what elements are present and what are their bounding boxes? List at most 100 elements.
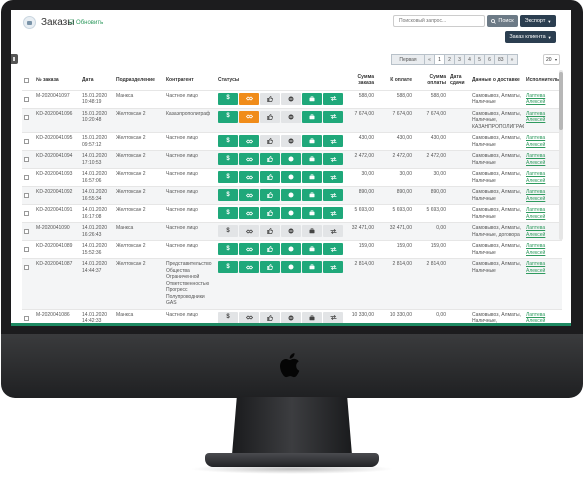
status-toggle-thumb-up[interactable] <box>260 311 280 324</box>
column-header[interactable]: К оплате <box>376 70 414 91</box>
row-checkbox[interactable] <box>24 139 29 144</box>
status-toggle-minus-circle[interactable] <box>281 153 301 165</box>
status-toggle-transfer[interactable] <box>323 311 343 324</box>
status-toggle-transfer[interactable] <box>323 207 343 219</box>
table-row[interactable]: KD-2020041096 15.01.2020 10:20:48 Желтокса… <box>22 108 562 133</box>
status-toggle-thumb-up[interactable] <box>260 225 280 237</box>
row-checkbox[interactable] <box>24 211 29 216</box>
status-toggle-thumb-up[interactable] <box>260 153 280 165</box>
status-toggle-dollar[interactable]: $ <box>218 311 238 324</box>
status-toggle-minus-circle[interactable] <box>281 311 301 324</box>
column-header[interactable]: Контрагент <box>164 70 216 91</box>
first-page-button[interactable]: Первая <box>391 54 425 65</box>
status-toggle-dollar[interactable]: $ <box>218 261 238 273</box>
status-toggle-dollar[interactable]: $ <box>218 135 238 147</box>
status-toggle-minus-circle[interactable] <box>281 110 301 123</box>
row-checkbox[interactable] <box>24 193 29 198</box>
status-toggle-briefcase[interactable] <box>302 171 322 183</box>
status-toggle-handshake[interactable] <box>239 92 259 105</box>
status-toggle-thumb-up[interactable] <box>260 171 280 183</box>
status-toggle-thumb-up[interactable] <box>260 92 280 105</box>
column-header[interactable]: Сумма заказа <box>346 70 376 91</box>
status-toggle-dollar[interactable]: $ <box>218 243 238 255</box>
status-toggle-handshake[interactable] <box>239 225 259 237</box>
status-toggle-dollar[interactable]: $ <box>218 225 238 237</box>
order-client-button[interactable]: Заказ клиента ▼ <box>505 31 556 43</box>
status-toggle-handshake[interactable] <box>239 261 259 273</box>
status-toggle-handshake[interactable] <box>239 207 259 219</box>
executor-link[interactable]: Лаптева Алексей <box>526 110 546 124</box>
next-page-button[interactable]: » <box>506 54 518 65</box>
row-checkbox[interactable] <box>24 247 29 252</box>
executor-link[interactable]: Лаптева Алексей <box>526 311 546 325</box>
column-header[interactable]: Сумма оплаты <box>414 70 448 91</box>
table-scrollbar[interactable] <box>559 70 563 240</box>
executor-link[interactable]: Лаптева Алексей <box>526 225 546 238</box>
table-row[interactable]: M-2020041097 15.01.2020 10:48:19 Манкса Час… <box>22 90 562 109</box>
status-toggle-minus-circle[interactable] <box>281 261 301 273</box>
status-toggle-briefcase[interactable] <box>302 261 322 273</box>
row-checkbox[interactable] <box>24 229 29 234</box>
column-header[interactable]: Дата <box>80 70 114 91</box>
executor-link[interactable]: Лаптева Алексей <box>526 189 546 202</box>
executor-link[interactable]: Лаптева Алексей <box>526 153 546 166</box>
status-toggle-minus-circle[interactable] <box>281 92 301 105</box>
status-toggle-transfer[interactable] <box>323 171 343 183</box>
executor-link[interactable]: Лаптева Алексей <box>526 207 546 220</box>
status-toggle-briefcase[interactable] <box>302 153 322 165</box>
status-toggle-thumb-up[interactable] <box>260 135 280 147</box>
status-toggle-dollar[interactable]: $ <box>218 189 238 201</box>
status-toggle-handshake[interactable] <box>239 243 259 255</box>
column-header[interactable]: Исполнитель <box>524 70 562 91</box>
row-checkbox[interactable] <box>24 157 29 162</box>
status-toggle-handshake[interactable] <box>239 110 259 123</box>
row-checkbox[interactable] <box>24 265 29 270</box>
status-toggle-briefcase[interactable] <box>302 207 322 219</box>
column-header[interactable]: Подразделение <box>114 70 164 91</box>
column-header[interactable]: Статусы <box>216 70 346 91</box>
column-header[interactable]: № заказа <box>34 70 80 91</box>
status-toggle-transfer[interactable] <box>323 243 343 255</box>
table-row[interactable]: M-2020041090 14.01.2020 16:26:43 Манкса Час… <box>22 222 562 241</box>
status-toggle-transfer[interactable] <box>323 135 343 147</box>
status-toggle-dollar[interactable]: $ <box>218 207 238 219</box>
table-row[interactable]: KD-2020041094 14.01.2020 17:10:53 Желтокса… <box>22 150 562 169</box>
row-checkbox[interactable] <box>24 315 29 321</box>
status-toggle-dollar[interactable]: $ <box>218 153 238 165</box>
status-toggle-transfer[interactable] <box>323 261 343 273</box>
table-row[interactable]: KD-2020041092 14.01.2020 16:55:34 Желтокса… <box>22 186 562 205</box>
status-toggle-thumb-up[interactable] <box>260 261 280 273</box>
executor-link[interactable]: Лаптева Алексей <box>526 243 546 256</box>
status-toggle-dollar[interactable]: $ <box>218 92 238 105</box>
status-toggle-handshake[interactable] <box>239 189 259 201</box>
status-toggle-briefcase[interactable] <box>302 311 322 324</box>
export-button[interactable]: Экспорт ▼ <box>520 15 556 27</box>
status-toggle-dollar[interactable]: $ <box>218 110 238 123</box>
status-toggle-briefcase[interactable] <box>302 225 322 237</box>
executor-link[interactable]: Лаптева Алексей <box>526 261 546 274</box>
search-button[interactable]: Поиск <box>487 15 518 27</box>
status-toggle-handshake[interactable] <box>239 153 259 165</box>
executor-link[interactable]: Лаптева Алексей <box>526 92 546 106</box>
table-row[interactable]: KD-2020041087 14.01.2020 14:44:37 Желтокса… <box>22 258 562 310</box>
status-toggle-thumb-up[interactable] <box>260 243 280 255</box>
sidebar-toggle[interactable] <box>11 54 18 64</box>
page-size-select[interactable]: 20 ▾ <box>543 54 560 65</box>
status-toggle-minus-circle[interactable] <box>281 189 301 201</box>
executor-link[interactable]: Лаптева Алексей <box>526 135 546 148</box>
column-header[interactable]: Дата сдачи <box>448 70 470 91</box>
status-toggle-minus-circle[interactable] <box>281 135 301 147</box>
executor-link[interactable]: Лаптева Алексей <box>526 171 546 184</box>
status-toggle-transfer[interactable] <box>323 92 343 105</box>
page-button[interactable]: 83 <box>494 54 508 65</box>
status-toggle-transfer[interactable] <box>323 110 343 123</box>
status-toggle-thumb-up[interactable] <box>260 207 280 219</box>
select-all-checkbox[interactable] <box>24 78 29 84</box>
status-toggle-briefcase[interactable] <box>302 92 322 105</box>
status-toggle-handshake[interactable] <box>239 171 259 183</box>
status-toggle-dollar[interactable]: $ <box>218 171 238 183</box>
status-toggle-handshake[interactable] <box>239 135 259 147</box>
status-toggle-thumb-up[interactable] <box>260 110 280 123</box>
row-checkbox[interactable] <box>24 114 29 120</box>
row-checkbox[interactable] <box>24 175 29 180</box>
